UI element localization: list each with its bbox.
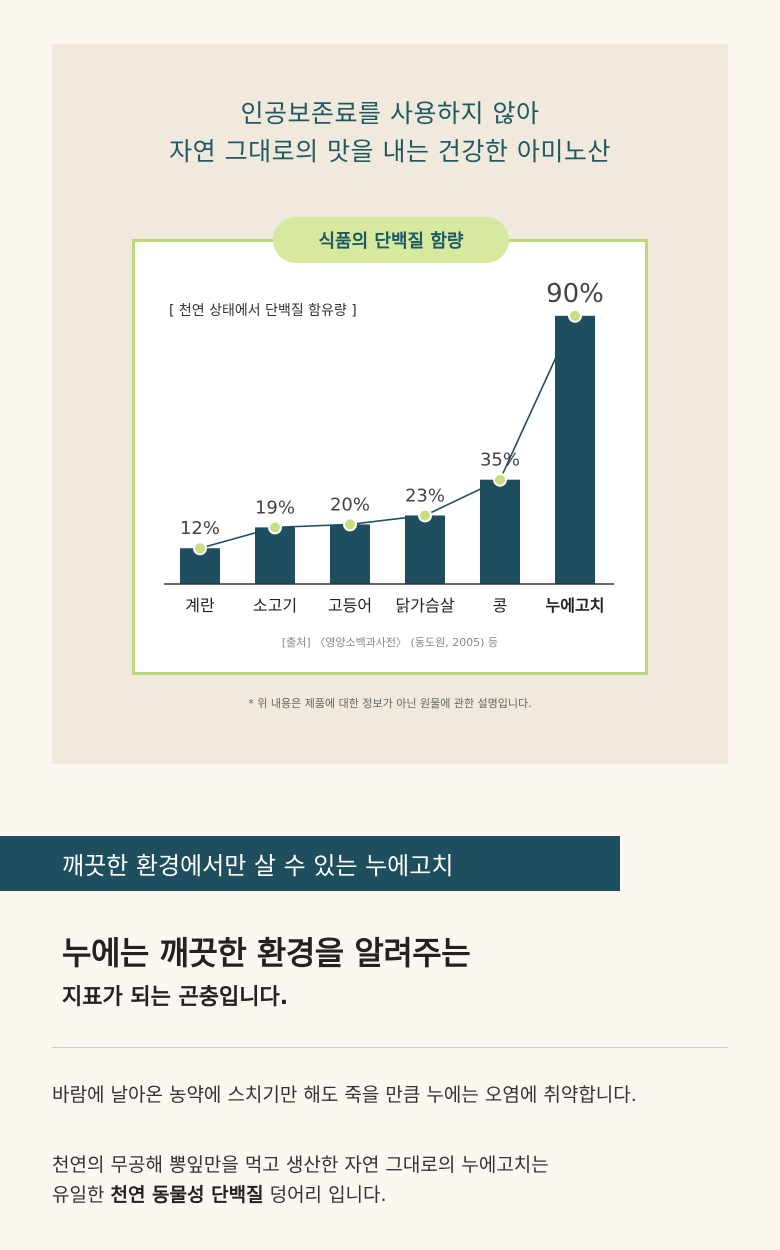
source-citation: [출처] 〈영양소백과사전〉 (동도원, 2005) 등 [281,636,499,649]
marker-2 [343,517,357,532]
section-heading-line-2: 지표가 되는 곤충입니다. [62,985,289,1010]
body-p3-emphasis: 천연 동물성 단백질 [110,1184,264,1206]
bar-4 [480,479,520,584]
chart-title-pill: 식품의 단백질 함량 [273,217,509,263]
body-p3-prefix: 유일한 [52,1184,111,1206]
bar-3 [405,515,445,584]
bar-1 [255,527,295,584]
value-label-1: 19% [255,497,295,518]
banner-text: 깨끗한 환경에서만 살 수 있는 누에고치 [62,852,454,880]
value-label-3: 23% [405,485,445,506]
headline-line-2: 자연 그대로의 맛을 내는 건강한 아미노산 [169,137,611,166]
body-p3-suffix: 덩어리 입니다. [263,1184,387,1206]
value-label-4: 35% [480,450,520,471]
section-banner: 깨끗한 환경에서만 살 수 있는 누에고치 [0,836,620,891]
marker-4 [493,472,507,487]
value-label-2: 20% [330,494,370,515]
marker-3 [418,508,432,523]
chart-subtitle: [ 천연 상태에서 단백질 함유량 ] [169,303,357,319]
marker-0 [193,541,207,556]
category-label-4: 콩 [493,596,508,615]
body-paragraph-2: 천연의 무공해 뽕잎만을 먹고 생산한 자연 그대로의 누에고치는 [52,1154,549,1176]
marker-1 [268,520,282,535]
footnote: * 위 내용은 제품에 대한 정보가 아닌 원물에 관한 설명입니다. [248,697,532,710]
value-label-5: 90% [546,279,604,309]
category-label-1: 소고기 [253,596,297,615]
protein-bar-chart: 12% 19% 20% 23% 35% 90% 계란 소고기 고등어 닭가슴살 콩 누에고치 [164,279,614,615]
bar-5 [555,315,595,584]
body-paragraph-3: 유일한 천연 동물성 단백질 덩어리 입니다. [52,1180,387,1207]
value-label-0: 12% [180,518,220,539]
category-label-5: 누에고치 [546,596,605,615]
body-paragraph-1: 바람에 날아온 농약에 스치기만 해도 죽을 만큼 누에는 오염에 취약합니다. [52,1084,637,1106]
headline-line-1: 인공보존료를 사용하지 않아 [240,99,540,128]
trend-line [199,315,576,550]
bar-2 [330,524,370,584]
category-label-2: 고등어 [328,596,372,615]
marker-5 [568,308,582,323]
category-label-3: 닭가슴살 [396,596,455,615]
section-heading-line-1: 누에는 깨끗한 환경을 알려주는 [62,934,471,972]
category-label-0: 계란 [185,596,215,615]
protein-infographic-panel: 인공보존료를 사용하지 않아 자연 그대로의 맛을 내는 건강한 아미노산 식품… [52,44,728,764]
divider [52,1047,728,1048]
